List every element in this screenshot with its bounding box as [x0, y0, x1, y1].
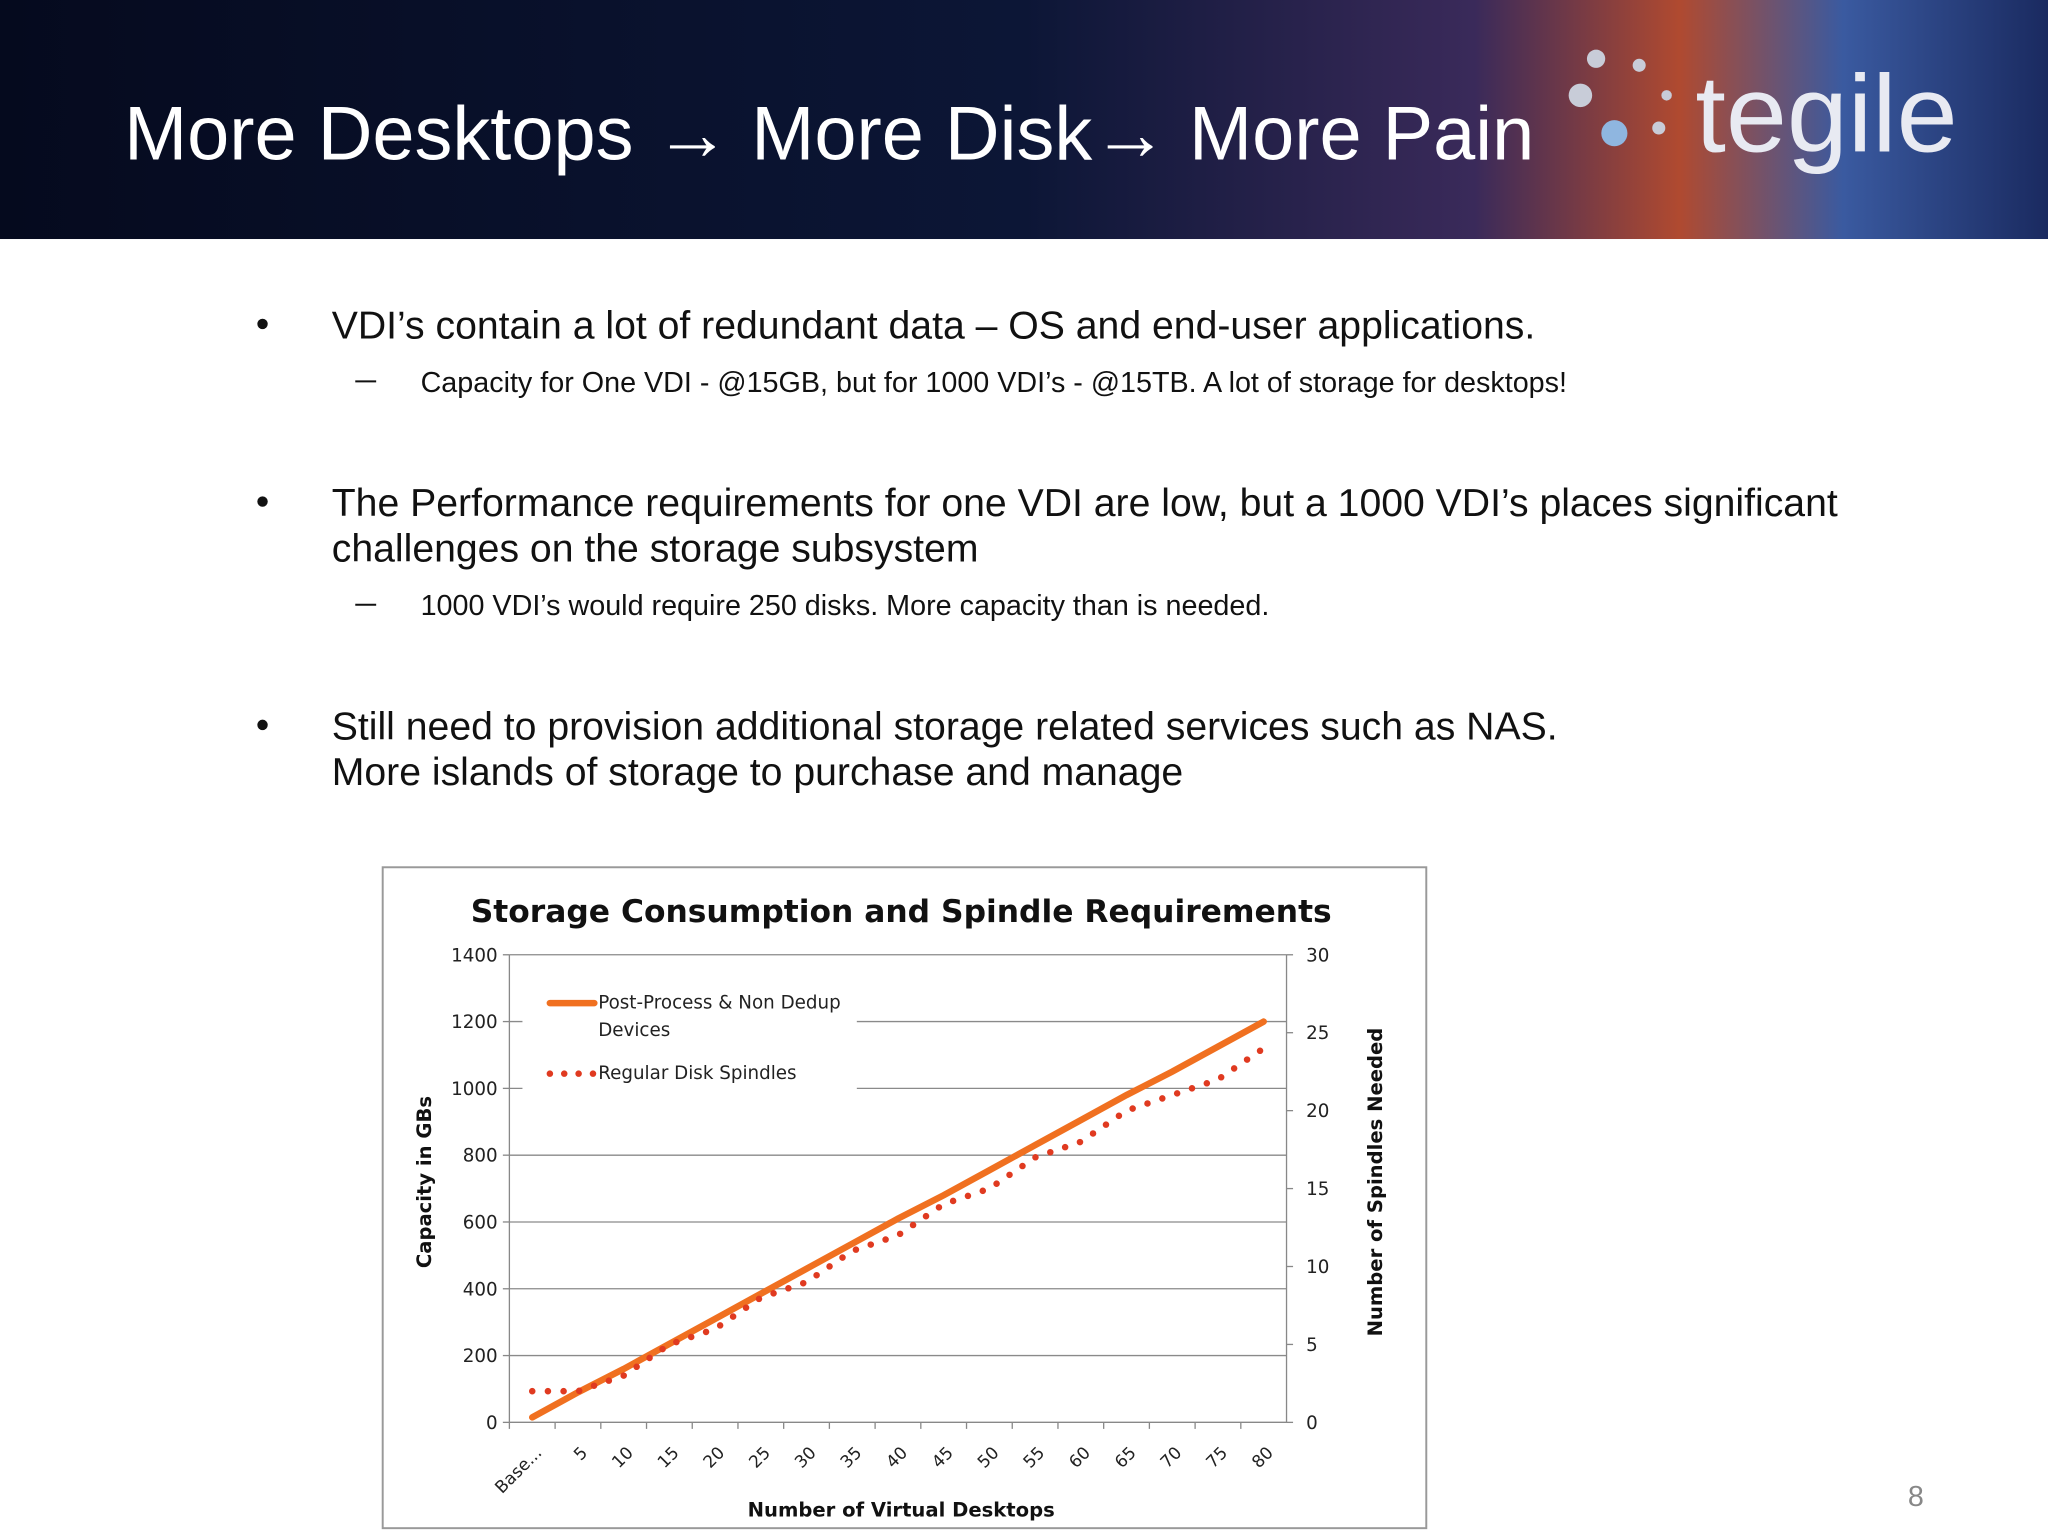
y-axis-label: Capacity in GBs — [413, 1096, 436, 1268]
sub-bullet-text: Capacity for One VDI - @15GB, but for 10… — [421, 367, 1567, 399]
dotted-line — [528, 1045, 1267, 1395]
x-axis-label: Number of Virtual Desktops — [748, 1498, 1055, 1521]
bullet-text: More islands of storage to purchase and … — [332, 751, 1183, 794]
y2-tick-label: 5 — [1306, 1335, 1318, 1356]
legend-entry: Regular Disk Spindles — [598, 1063, 797, 1085]
y2-tick-label: 15 — [1306, 1179, 1329, 1200]
y2-tick-label: 30 — [1306, 945, 1329, 966]
chart-title: Storage Consumption and Spindle Requirem… — [471, 894, 1332, 930]
page-number: 8 — [1908, 1481, 1924, 1513]
y-tick-label: 600 — [463, 1213, 498, 1234]
bullet-text: challenges on the storage subsystem — [332, 528, 979, 571]
y-tick-label: 1400 — [451, 945, 498, 966]
header-band — [0, 0, 2048, 240]
bullet-dot — [257, 719, 268, 731]
legend-entry: Post-Process & Non Dedup Devices — [598, 992, 841, 1041]
logo: tegile — [1695, 54, 1957, 176]
chart-frame — [381, 866, 1428, 1530]
legend-label: Post-Process & Non Dedup Devices — [598, 992, 841, 1041]
line — [528, 1018, 1267, 1421]
legend-label: Regular Disk Spindles — [598, 1063, 797, 1085]
bullet-dot — [257, 496, 268, 507]
y2-tick-label: 0 — [1306, 1413, 1318, 1434]
bullet-dot — [257, 318, 268, 330]
bullet-text: Still need to provision additional stora… — [332, 705, 1558, 748]
y2-tick-label: 10 — [1306, 1257, 1329, 1278]
y-tick-label: 200 — [463, 1346, 498, 1367]
chart: Storage Consumption and Spindle Requirem… — [413, 894, 1387, 1521]
slide-title: More Desktops → More Disk→ More Pain — [124, 91, 1534, 176]
bullet-text: VDI’s contain a lot of redundant data – … — [332, 304, 1536, 347]
bullets: VDI’s contain a lot of redundant data – … — [257, 304, 1838, 794]
bullet-text: The Performance requirements for one VDI… — [332, 482, 1838, 525]
y-tick-label: 1000 — [451, 1079, 498, 1100]
y-tick-label: 800 — [463, 1146, 498, 1167]
sub-bullet-text: 1000 VDI’s would require 250 disks. More… — [421, 590, 1270, 622]
y-tick-label: 1200 — [451, 1012, 498, 1033]
y-tick-label: 400 — [463, 1279, 498, 1300]
logo-dots — [1568, 49, 1672, 147]
y2-axis-label: Number of Spindles Needed — [1364, 1028, 1387, 1337]
y2-tick-label: 20 — [1306, 1101, 1329, 1122]
y2-tick-label: 25 — [1306, 1023, 1329, 1044]
y-tick-label: 0 — [486, 1413, 498, 1434]
